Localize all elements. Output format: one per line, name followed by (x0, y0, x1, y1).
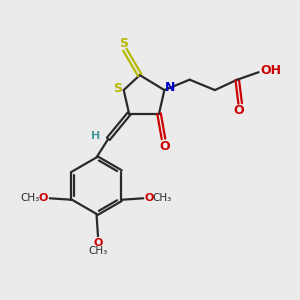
Text: H: H (91, 131, 101, 141)
Text: O: O (160, 140, 170, 153)
Text: N: N (164, 81, 175, 94)
Text: O: O (39, 193, 48, 203)
Text: O: O (145, 193, 154, 203)
Text: OH: OH (261, 64, 282, 77)
Text: O: O (93, 238, 103, 248)
Text: CH₃: CH₃ (20, 193, 39, 203)
Text: CH₃: CH₃ (88, 246, 108, 256)
Text: CH₃: CH₃ (153, 193, 172, 203)
Text: S: S (119, 37, 128, 50)
Text: O: O (233, 104, 244, 117)
Text: S: S (113, 82, 122, 95)
